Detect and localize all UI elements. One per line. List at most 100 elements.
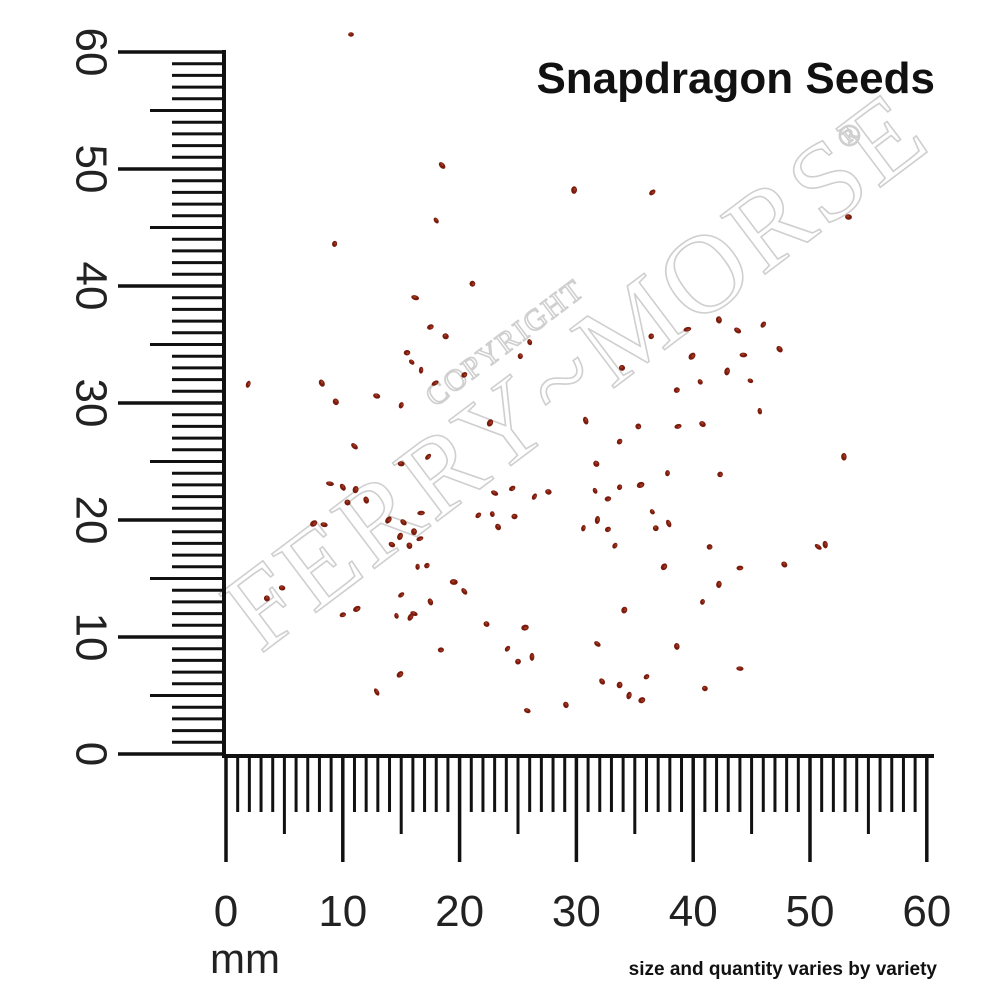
seed-94 — [461, 588, 468, 595]
seed-15 — [648, 333, 654, 340]
seed-114 — [529, 652, 535, 661]
vertical-ruler: 0 10 20 30 40 50 60 — [66, 28, 226, 766]
seed-33 — [332, 398, 339, 406]
seed-66 — [417, 510, 425, 516]
x-tick-label-0: 0 — [214, 887, 238, 936]
seed-41 — [757, 407, 763, 415]
seed-23 — [688, 352, 696, 360]
seed-59 — [491, 490, 499, 496]
seed-96 — [398, 592, 405, 598]
seed-88 — [660, 563, 668, 571]
seed-85 — [706, 544, 713, 550]
seed-55 — [545, 489, 552, 495]
seed-scatter — [245, 32, 852, 714]
seed-34 — [398, 402, 404, 409]
seed-7 — [332, 240, 338, 247]
seed-84 — [612, 542, 618, 549]
seed-36 — [747, 378, 754, 384]
seed-8 — [469, 280, 476, 287]
y-tick-label-40: 40 — [66, 262, 115, 311]
seed-1 — [348, 32, 354, 37]
seed-30 — [724, 367, 730, 376]
ferry-morse-watermark: FERRY~MORSE COPYRIGHT ® — [200, 66, 951, 675]
seed-91 — [415, 563, 420, 570]
seed-54 — [508, 485, 516, 492]
seed-22 — [517, 353, 523, 360]
seed-62 — [604, 496, 612, 502]
seed-107 — [407, 613, 414, 621]
seed-43 — [635, 423, 642, 430]
seed-73 — [310, 520, 318, 527]
seed-116 — [736, 666, 744, 671]
seed-111 — [504, 645, 511, 652]
footnote: size and quantity varies by variety — [629, 959, 938, 980]
seed-16 — [683, 326, 692, 332]
y-tick-label-30: 30 — [66, 379, 115, 428]
chart-title: Snapdragon Seeds — [536, 54, 935, 103]
seed-108 — [521, 624, 529, 631]
seed-50 — [717, 471, 723, 478]
seed-79 — [665, 519, 672, 528]
seed-60 — [363, 496, 370, 504]
seed-80 — [397, 532, 403, 541]
seed-13 — [442, 333, 449, 340]
seed-112 — [437, 647, 444, 653]
seed-48 — [593, 460, 600, 467]
seed-75 — [495, 523, 502, 531]
seed-124 — [523, 708, 531, 714]
seed-64 — [489, 511, 495, 517]
seed-82 — [388, 541, 396, 548]
x-tick-label-30: 30 — [552, 887, 601, 936]
seed-26 — [418, 366, 424, 374]
seed-21 — [408, 359, 415, 365]
seed-87 — [822, 540, 828, 549]
seed-72 — [594, 516, 600, 524]
seed-71 — [649, 509, 655, 515]
y-tick-label-20: 20 — [66, 496, 115, 545]
seed-104 — [339, 612, 346, 618]
seed-115 — [396, 671, 404, 678]
seed-105 — [483, 621, 490, 627]
seed-27 — [461, 372, 468, 378]
seed-57 — [616, 484, 623, 491]
seed-46 — [425, 453, 432, 460]
seed-63 — [344, 499, 351, 506]
seed-52 — [339, 483, 346, 491]
seed-42 — [616, 438, 623, 445]
unit-label: mm — [210, 935, 280, 982]
seed-45 — [841, 453, 847, 461]
seed-29 — [697, 379, 703, 385]
seed-31 — [431, 380, 439, 386]
seed-125 — [563, 701, 569, 709]
seed-92 — [424, 562, 430, 569]
x-tick-label-50: 50 — [786, 887, 835, 936]
seed-39 — [674, 423, 682, 429]
seed-69 — [475, 512, 482, 519]
x-tick-label-20: 20 — [435, 887, 484, 936]
seed-56 — [592, 487, 598, 494]
seed-81 — [416, 536, 424, 542]
seed-53 — [352, 486, 359, 494]
seed-76 — [581, 525, 586, 532]
seed-110 — [674, 642, 680, 650]
seed-83 — [406, 542, 413, 549]
seed-25 — [776, 345, 783, 353]
x-tick-label-40: 40 — [669, 887, 718, 936]
seed-113 — [515, 658, 521, 665]
seed-93 — [449, 579, 458, 585]
seed-95 — [716, 580, 722, 589]
seed-78 — [652, 525, 659, 532]
seed-47 — [397, 461, 405, 467]
y-tick-label-0: 0 — [66, 742, 115, 766]
seed-68 — [411, 528, 417, 536]
seed-40 — [699, 421, 706, 428]
seed-12 — [427, 324, 434, 330]
seed-99 — [700, 599, 705, 605]
seed-65 — [385, 516, 392, 524]
seed-6 — [433, 217, 439, 224]
seed-18 — [715, 316, 722, 324]
seed-109 — [594, 641, 601, 647]
seed-3 — [571, 186, 578, 194]
seed-118 — [616, 681, 623, 689]
